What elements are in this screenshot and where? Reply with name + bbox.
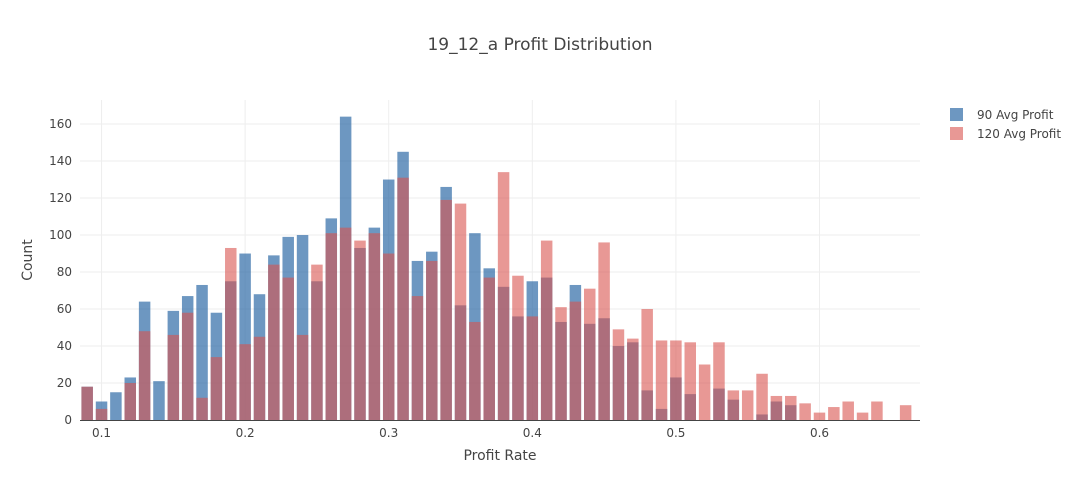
x-tick-label: 0.6 (810, 426, 829, 440)
bar-120-avg-profit (756, 373, 768, 420)
bar-120-avg-profit (339, 227, 352, 420)
bar-120-avg-profit (655, 340, 668, 420)
bar-120-avg-profit (871, 401, 883, 420)
bar-90-avg-profit (153, 381, 165, 420)
bar-120-avg-profit (512, 275, 524, 420)
y-tick-label: 40 (57, 339, 72, 353)
bar-120-avg-profit (627, 338, 639, 420)
bar-120-avg-profit (469, 321, 481, 420)
bar-120-avg-profit (483, 277, 495, 420)
y-tick-label: 140 (49, 154, 72, 168)
x-axis-title: Profit Rate (463, 448, 536, 464)
bar-120-avg-profit (124, 383, 136, 420)
bars (81, 116, 912, 420)
bar-120-avg-profit (426, 260, 438, 420)
bar-120-avg-profit (555, 307, 567, 420)
bar-120-avg-profit (670, 340, 682, 420)
bar-120-avg-profit (181, 312, 194, 420)
bar-120-avg-profit (368, 233, 381, 420)
bar-120-avg-profit (770, 395, 783, 420)
y-tick-label: 20 (57, 376, 72, 390)
bar-120-avg-profit (785, 395, 797, 420)
bar-90-avg-profit (110, 392, 122, 420)
bar-120-avg-profit (354, 240, 366, 420)
y-tick-label: 160 (49, 117, 72, 131)
bar-90-avg-profit (196, 284, 208, 420)
x-tick-label: 0.5 (666, 426, 685, 440)
y-tick-label: 120 (49, 191, 72, 205)
bar-120-avg-profit (497, 172, 510, 420)
x-tick-label: 0.1 (92, 426, 111, 440)
bar-120-avg-profit (397, 177, 409, 420)
legend[interactable]: 90 Avg Profit 120 Avg Profit (950, 108, 1061, 141)
bar-120-avg-profit (225, 247, 237, 420)
bar-120-avg-profit (282, 277, 294, 420)
axes: 0 20 40 60 80 100 120 140 160 0.1 0.2 0.3 0.4 0.5 0.6 (49, 117, 920, 440)
bar-120-avg-profit (684, 342, 696, 420)
bar-120-avg-profit (813, 412, 826, 420)
y-tick-label: 0 (64, 413, 72, 427)
bar-120-avg-profit (899, 405, 912, 420)
bar-120-avg-profit (81, 386, 93, 420)
legend-label-90-avg-profit: 90 Avg Profit (977, 108, 1054, 122)
bar-120-avg-profit (167, 334, 180, 420)
bar-120-avg-profit (440, 199, 452, 420)
x-tick-label: 0.3 (379, 426, 398, 440)
y-tick-label: 80 (57, 265, 72, 279)
bar-120-avg-profit (799, 403, 811, 420)
bar-120-avg-profit (698, 364, 711, 420)
chart-title: 19_12_a Profit Distribution (427, 35, 652, 55)
bar-120-avg-profit (713, 342, 725, 420)
y-tick-label: 60 (57, 302, 72, 316)
bar-120-avg-profit (382, 253, 395, 420)
bar-120-avg-profit (569, 301, 582, 420)
bar-120-avg-profit (268, 264, 280, 420)
x-tick-label: 0.4 (523, 426, 542, 440)
bar-120-avg-profit (828, 407, 840, 420)
bar-120-avg-profit (196, 397, 208, 420)
bar-90-avg-profit (239, 253, 251, 420)
bar-120-avg-profit (239, 344, 251, 420)
legend-swatch-120-avg-profit (950, 127, 963, 140)
bar-120-avg-profit (612, 329, 625, 420)
x-tick-label: 0.2 (236, 426, 255, 440)
bar-120-avg-profit (526, 316, 539, 420)
bar-120-avg-profit (741, 390, 754, 420)
bar-120-avg-profit (584, 288, 596, 420)
bar-120-avg-profit (727, 390, 740, 420)
bar-120-avg-profit (540, 240, 553, 420)
legend-swatch-90-avg-profit (950, 108, 963, 121)
y-axis-title: Count (20, 239, 36, 281)
bar-120-avg-profit (296, 334, 309, 420)
bar-120-avg-profit (325, 233, 338, 420)
bar-120-avg-profit (210, 357, 223, 420)
bar-120-avg-profit (95, 408, 108, 420)
bar-120-avg-profit (411, 296, 424, 420)
bar-120-avg-profit (598, 242, 610, 420)
bar-120-avg-profit (253, 336, 266, 420)
bar-120-avg-profit (454, 203, 467, 420)
bar-120-avg-profit (856, 412, 869, 420)
y-tick-label: 100 (49, 228, 72, 242)
bar-120-avg-profit (138, 331, 151, 420)
bar-120-avg-profit (641, 309, 653, 420)
bar-120-avg-profit (842, 401, 854, 420)
bar-120-avg-profit (311, 264, 323, 420)
legend-label-120-avg-profit: 120 Avg Profit (977, 127, 1061, 141)
bar-90-avg-profit (296, 235, 309, 420)
